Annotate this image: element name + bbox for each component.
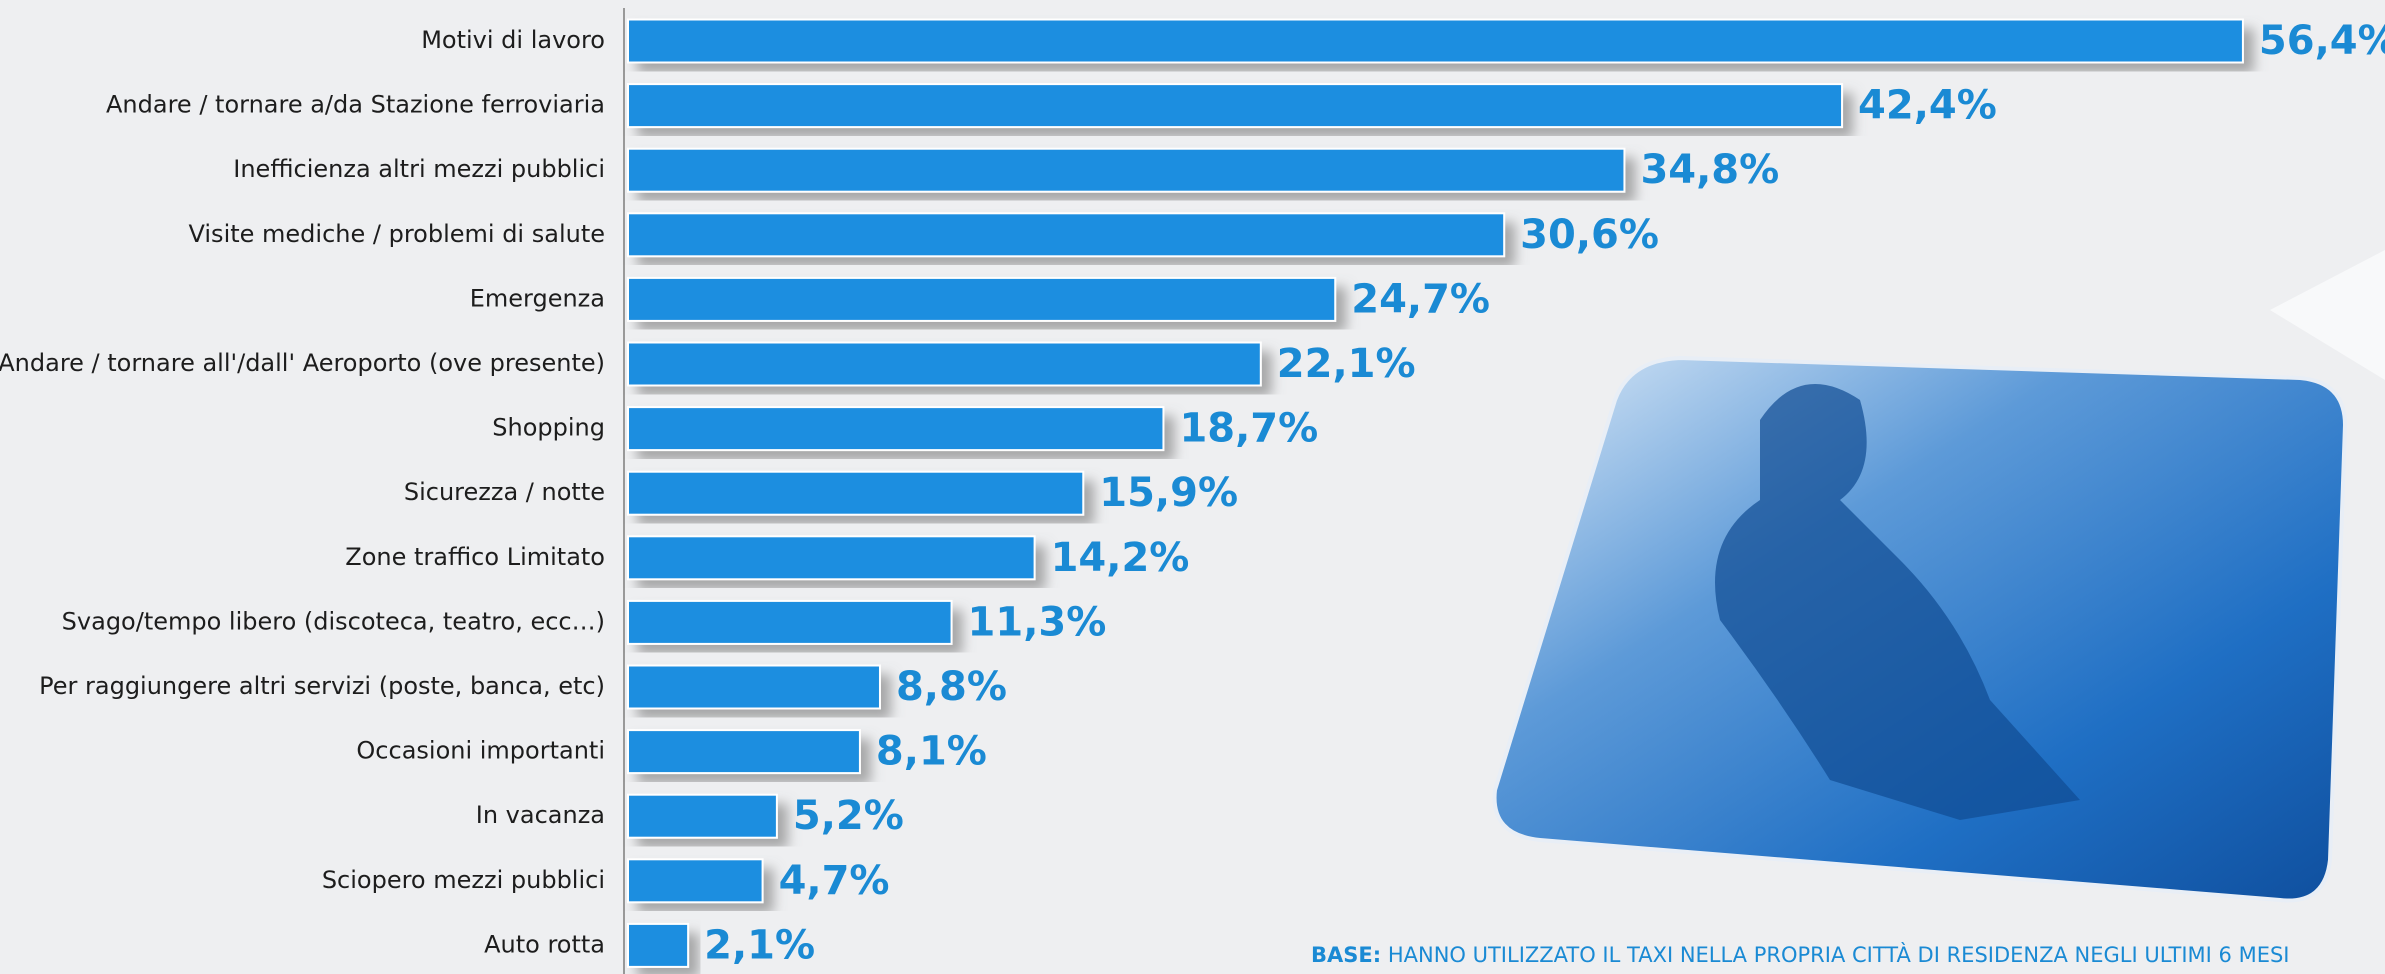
bar xyxy=(627,858,764,904)
bar xyxy=(627,599,953,645)
bar xyxy=(627,470,1085,516)
value-label: 2,1% xyxy=(704,922,815,968)
photo-figure xyxy=(1715,384,2080,820)
category-label: Andare / tornare a/da Stazione ferroviar… xyxy=(106,91,605,119)
bar xyxy=(627,341,1262,387)
bar xyxy=(627,922,690,968)
category-label: In vacanza xyxy=(476,801,605,829)
category-label: Per raggiungere altri servizi (poste, ba… xyxy=(39,672,605,700)
value-label: 5,2% xyxy=(793,793,904,839)
category-label: Sicurezza / notte xyxy=(404,478,605,506)
value-label: 8,1% xyxy=(876,729,987,775)
base-text: HANNO UTILIZZATO IL TAXI NELLA PROPRIA C… xyxy=(1388,942,2290,967)
category-label: Svago/tempo libero (discoteca, teatro, e… xyxy=(62,607,605,635)
background-shape xyxy=(2270,250,2385,380)
base-label: BASE: xyxy=(1311,943,1381,967)
bar xyxy=(627,276,1337,322)
category-label: Zone traffico Limitato xyxy=(345,543,605,571)
category-label: Auto rotta xyxy=(484,930,605,958)
bar xyxy=(627,535,1036,581)
category-label: Sciopero mezzi pubblici xyxy=(322,866,605,894)
category-label: Visite mediche / problemi di salute xyxy=(189,220,606,248)
category-label: Shopping xyxy=(492,414,605,442)
category-label: Andare / tornare all'/dall' Aeroporto (o… xyxy=(0,349,605,377)
bar xyxy=(627,664,881,710)
bar xyxy=(627,793,778,839)
bar xyxy=(627,147,1626,193)
value-label: 42,4% xyxy=(1858,83,1997,129)
base-note: BASE: HANNO UTILIZZATO IL TAXI NELLA PRO… xyxy=(1311,942,2290,967)
bar xyxy=(627,729,861,775)
value-label: 14,2% xyxy=(1051,535,1190,581)
value-label: 22,1% xyxy=(1277,341,1416,387)
category-label: Occasioni importanti xyxy=(356,737,605,765)
bar xyxy=(627,83,1844,129)
value-label: 34,8% xyxy=(1640,147,1779,193)
category-label: Emergenza xyxy=(470,284,605,312)
value-label: 15,9% xyxy=(1099,470,1238,516)
value-label: 4,7% xyxy=(779,858,890,904)
category-label: Inefficienza altri mezzi pubblici xyxy=(233,155,605,183)
value-label: 11,3% xyxy=(968,599,1107,645)
bar xyxy=(627,406,1165,452)
value-label: 30,6% xyxy=(1520,212,1659,258)
bar xyxy=(627,212,1506,258)
bar xyxy=(627,18,2244,64)
value-label: 18,7% xyxy=(1179,406,1318,452)
category-label: Motivi di lavoro xyxy=(421,26,605,54)
value-label: 8,8% xyxy=(896,664,1007,710)
value-label: 56,4% xyxy=(2259,18,2385,64)
value-label: 24,7% xyxy=(1351,276,1490,322)
